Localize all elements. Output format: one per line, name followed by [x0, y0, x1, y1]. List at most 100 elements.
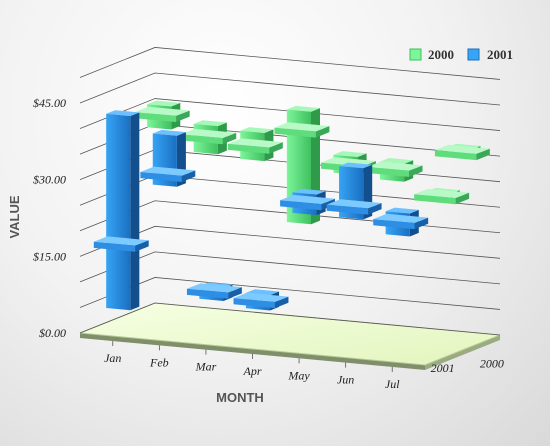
marker-2000-front	[227, 143, 270, 154]
marker-2001-front	[93, 241, 136, 252]
bar-2001-top	[152, 129, 186, 136]
y-axis-title: VALUE	[7, 195, 22, 238]
bar-2000-top	[193, 120, 227, 127]
chart-floor	[79, 302, 501, 370]
x-axis-ticks: Jan Feb Mar Apr May Jun Jul	[104, 341, 400, 391]
gridline	[79, 98, 501, 131]
marker-2000	[414, 188, 470, 205]
bars	[93, 100, 490, 311]
marker-2000-top	[367, 161, 423, 171]
bar-2001-top	[339, 162, 373, 169]
x-tick-label: May	[287, 368, 310, 382]
marker-2001-front	[373, 219, 415, 230]
bar-2001-side	[130, 112, 140, 311]
bar-2000-top	[286, 105, 320, 112]
marker-2000-front	[367, 166, 410, 177]
marker-2001-side	[135, 240, 149, 252]
y-tick-label: $45.00	[33, 96, 66, 110]
marker-2000-side	[476, 148, 490, 161]
marker-2001-side	[274, 296, 289, 309]
marker-2001-top	[93, 236, 149, 246]
marker-2001-top	[373, 213, 429, 223]
depth-label: 2001	[431, 361, 455, 375]
marker-2001-front	[140, 171, 182, 182]
gridline	[79, 251, 501, 285]
y-tick-label: $15.00	[33, 249, 66, 263]
bar-2000-top	[147, 100, 181, 107]
legend: 2000 2001	[409, 47, 513, 62]
marker-2000-front	[134, 112, 177, 123]
marker-2000	[434, 144, 490, 161]
depth-axis-labels: 2000 2001	[431, 357, 504, 376]
marker-2001-top	[186, 283, 242, 293]
bar-2000-top	[333, 151, 367, 157]
marker-2001-side	[181, 170, 196, 182]
marker-2000-side	[409, 165, 423, 177]
gridline	[79, 277, 501, 310]
marker-2001-side	[414, 217, 429, 230]
marker-2000-side	[269, 142, 283, 154]
marker-2000	[274, 122, 330, 138]
x-tick-label: Apr	[243, 364, 262, 378]
marker-2001-side	[228, 287, 242, 299]
marker-2001-front	[186, 288, 229, 299]
y-tick-label: $0.00	[39, 326, 66, 340]
marker-2000-front	[181, 134, 223, 145]
x-tick-label: Jan	[104, 351, 121, 365]
marker-2000-top	[274, 122, 330, 132]
bar-2001-front	[106, 113, 131, 311]
floor-front-edge	[80, 333, 425, 370]
marker-2000	[181, 128, 237, 145]
bar-2001-top	[245, 289, 280, 296]
marker-2000	[227, 138, 283, 154]
marker-2000-front	[434, 150, 477, 161]
x-tick-label: Jun	[337, 373, 354, 387]
x-tick-label: Jul	[385, 377, 400, 391]
bar-2001-top	[292, 188, 326, 195]
marker-2001	[93, 236, 149, 252]
bar-2001-top	[385, 207, 419, 214]
marker-2000-side	[315, 126, 330, 138]
marker-2001	[373, 213, 429, 230]
marker-2001	[233, 292, 289, 309]
gridline	[79, 302, 501, 336]
marker-2000-top	[414, 188, 470, 199]
marker-2001-front	[326, 204, 369, 215]
bar-2000-top	[240, 127, 274, 134]
bar-2001-top	[106, 110, 140, 117]
legend-swatch-2001	[467, 48, 480, 61]
marker-2000-top	[134, 106, 190, 116]
gridline	[79, 47, 501, 80]
legend-label-2000: 2000	[428, 47, 454, 62]
x-tick-label: Mar	[195, 360, 217, 374]
marker-2000-front	[274, 127, 316, 138]
x-tick-label: Feb	[149, 355, 169, 369]
gridline	[79, 72, 501, 106]
marker-2001-top	[326, 199, 382, 209]
marker-2001-side	[368, 203, 382, 215]
bar-2000-top	[380, 158, 414, 164]
bar-2001	[106, 110, 140, 311]
marker-2001	[326, 199, 382, 215]
x-axis-title: MONTH	[216, 390, 264, 405]
marker-2000-top	[227, 138, 283, 148]
marker-2000-side	[222, 132, 237, 145]
marker-2001	[140, 166, 196, 182]
marker-2001	[186, 283, 242, 299]
marker-2000-top	[434, 144, 490, 154]
marker-2000-front	[414, 194, 456, 205]
marker-2000-side	[455, 192, 470, 205]
marker-2001-top	[140, 166, 196, 176]
gridlines	[79, 47, 501, 336]
y-axis-ticks: $0.00 $15.00 $30.00 $45.00	[33, 96, 66, 340]
legend-label-2001: 2001	[487, 47, 513, 62]
legend-swatch-2000	[409, 48, 422, 61]
marker-2001-front	[233, 298, 275, 309]
marker-2000	[134, 106, 190, 123]
marker-2000-top	[181, 128, 237, 139]
y-tick-label: $30.00	[33, 173, 66, 187]
marker-2001-front	[280, 200, 322, 211]
marker-2000-side	[176, 110, 190, 123]
marker-2000	[367, 161, 423, 177]
